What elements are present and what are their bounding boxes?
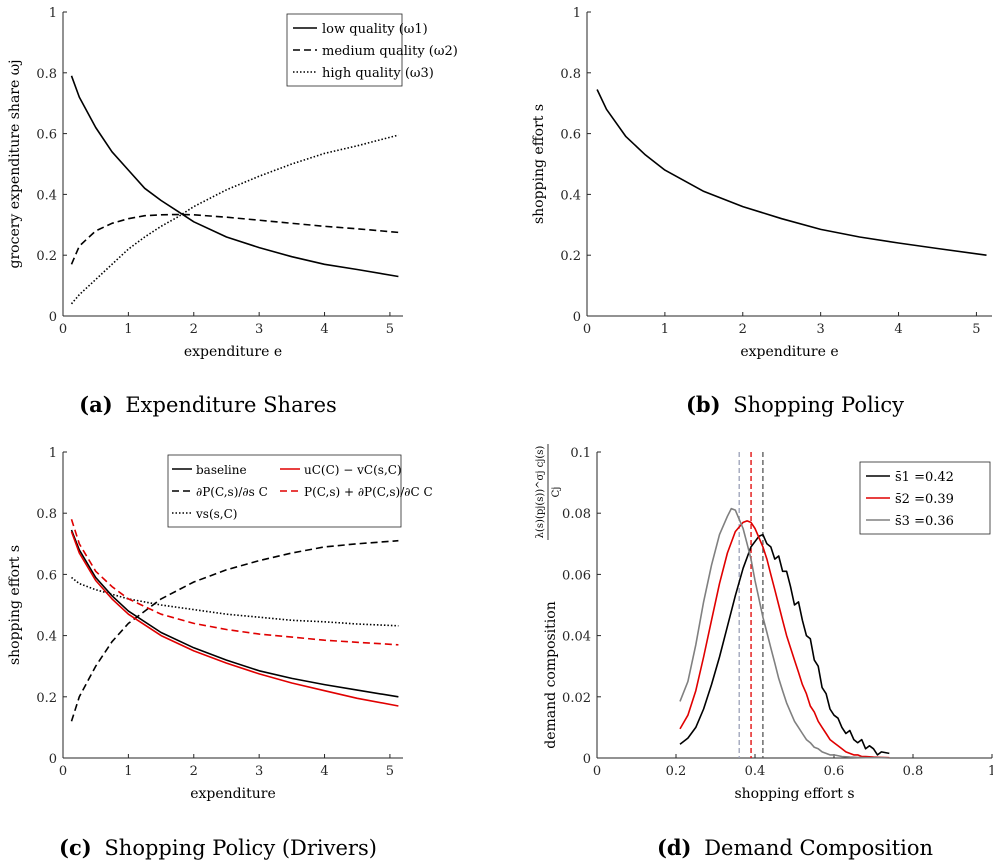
y-tick-label: 1 xyxy=(49,6,57,21)
x-tick-label: 2 xyxy=(190,764,198,779)
caption-d-tag: (d) xyxy=(657,835,692,860)
x-tick-label: 1 xyxy=(124,764,132,779)
caption-d-text: Demand Composition xyxy=(704,836,933,860)
y-axis-label-expr-num: λ(s)(pj(s))^σj cj(s) xyxy=(535,446,546,539)
caption-c-tag: (c) xyxy=(59,835,92,860)
x-tick-label: 4 xyxy=(320,764,328,779)
x-tick-label: 4 xyxy=(894,322,902,337)
x-tick-label: 3 xyxy=(255,764,263,779)
y-tick-label: 0.8 xyxy=(560,67,581,82)
y-tick-label: 0.6 xyxy=(36,568,57,583)
series-line-2 xyxy=(679,520,890,759)
series-line-1 xyxy=(596,89,987,256)
y-tick-label: 0 xyxy=(573,310,581,325)
y-axis-label: shopping effort s xyxy=(7,545,23,665)
x-tick-label: 0 xyxy=(59,322,67,337)
x-tick-label: 0.4 xyxy=(745,764,766,779)
y-tick-label: 0.1 xyxy=(570,446,591,461)
legend-label-1: low quality (ω1) xyxy=(322,22,428,37)
x-tick-label: 3 xyxy=(817,322,825,337)
y-tick-label: 0.8 xyxy=(36,67,57,82)
legend-label-1: s̄1 =0.42 xyxy=(895,470,954,485)
x-tick-label: 5 xyxy=(386,764,394,779)
y-tick-label: 0.2 xyxy=(36,691,57,706)
series-line-3 xyxy=(679,507,890,759)
y-tick-label: 0.2 xyxy=(36,249,57,264)
y-tick-label: 0.04 xyxy=(562,630,591,645)
y-tick-label: 0 xyxy=(49,752,57,767)
y-tick-label: 0.6 xyxy=(36,128,57,143)
y-tick-label: 0.02 xyxy=(562,691,591,706)
y-tick-label: 0 xyxy=(583,752,591,767)
series-line-1 xyxy=(679,533,890,756)
legend-label-4: uC(C) − vC(s,C) xyxy=(304,463,402,477)
y-tick-label: 1 xyxy=(49,446,57,461)
series-line-2 xyxy=(70,539,399,722)
y-axis-label: demand composition xyxy=(543,601,559,748)
y-tick-label: 0.4 xyxy=(36,630,57,645)
y-tick-label: 1 xyxy=(573,6,581,21)
x-tick-label: 1 xyxy=(988,764,993,779)
caption-b-tag: (b) xyxy=(686,392,721,417)
x-tick-label: 2 xyxy=(739,322,747,337)
panel-c: 0 1 2 3 4 5 0 0.2 0.4 0.6 0.8 1 expenditure shopping … xyxy=(7,446,433,802)
caption-a-tag: (a) xyxy=(79,392,112,417)
caption-d: (d) Demand Composition xyxy=(657,835,933,860)
caption-b: (b) Shopping Policy xyxy=(686,392,904,417)
series-line-1 xyxy=(70,75,399,278)
series-line-2 xyxy=(70,213,399,265)
x-tick-label: 5 xyxy=(972,322,980,337)
panel-b: 0 1 2 3 4 5 0 0.2 0.4 0.6 0.8 1 expenditure e shoppin… xyxy=(531,6,992,360)
x-tick-label: 5 xyxy=(386,322,394,337)
series-line-4 xyxy=(70,531,399,707)
legend-label-2: medium quality (ω2) xyxy=(322,44,458,59)
x-tick-label: 0.8 xyxy=(903,764,924,779)
y-axis-label: shopping effort s xyxy=(531,104,547,224)
legend-label-5: P(C,s) + ∂P(C,s)/∂C C xyxy=(304,485,433,499)
legend-label-1: baseline xyxy=(196,463,247,477)
x-axis-label: shopping effort s xyxy=(734,786,854,802)
y-axis-label-expr-den: Cj xyxy=(551,487,562,498)
x-tick-label: 3 xyxy=(255,322,263,337)
y-tick-label: 0.08 xyxy=(562,507,591,522)
caption-c-text: Shopping Policy (Drivers) xyxy=(104,836,377,860)
x-tick-label: 4 xyxy=(320,322,328,337)
caption-a-text: Expenditure Shares xyxy=(125,393,337,417)
y-tick-label: 0.6 xyxy=(560,128,581,143)
x-tick-label: 0 xyxy=(583,322,591,337)
caption-c: (c) Shopping Policy (Drivers) xyxy=(59,835,377,860)
series-line-5 xyxy=(70,519,399,646)
y-tick-label: 0.8 xyxy=(36,507,57,522)
caption-a: (a) Expenditure Shares xyxy=(79,392,337,417)
legend-label-2: ∂P(C,s)/∂s C xyxy=(196,485,268,499)
x-tick-label: 2 xyxy=(190,322,198,337)
x-tick-label: 0 xyxy=(593,764,601,779)
legend-label-3: s̄3 =0.36 xyxy=(895,514,954,529)
x-tick-label: 1 xyxy=(661,322,669,337)
x-axis-label: expenditure e xyxy=(740,344,838,360)
y-tick-label: 0 xyxy=(49,310,57,325)
x-axis-label: expenditure xyxy=(190,786,276,802)
x-tick-label: 1 xyxy=(124,322,132,337)
series-line-3 xyxy=(70,134,399,305)
y-tick-label: 0.4 xyxy=(36,188,57,203)
panel-a: 0 1 2 3 4 5 0 0.2 0.4 0.6 0.8 1 expenditure e grocery… xyxy=(7,6,458,360)
x-tick-label: 0 xyxy=(59,764,67,779)
x-tick-label: 0.6 xyxy=(824,764,845,779)
y-axis-label: grocery expenditure share ωj xyxy=(7,60,23,269)
panel-d: 0 0.2 0.4 0.6 0.8 1 0 0.02 0.04 0.06 0.08 0.1 shoppi… xyxy=(535,444,993,802)
x-tick-label: 0.2 xyxy=(666,764,687,779)
y-tick-label: 0.2 xyxy=(560,249,581,264)
series-line-3 xyxy=(71,576,399,627)
series-line-1 xyxy=(70,529,399,698)
caption-b-text: Shopping Policy xyxy=(733,393,904,417)
y-tick-label: 0.06 xyxy=(562,568,591,583)
legend-label-2: s̄2 =0.39 xyxy=(895,492,954,507)
legend-label-3: high quality (ω3) xyxy=(322,66,434,81)
y-tick-label: 0.4 xyxy=(560,188,581,203)
legend-label-3: vs(s,C) xyxy=(195,507,237,521)
x-axis-label: expenditure e xyxy=(184,344,282,360)
